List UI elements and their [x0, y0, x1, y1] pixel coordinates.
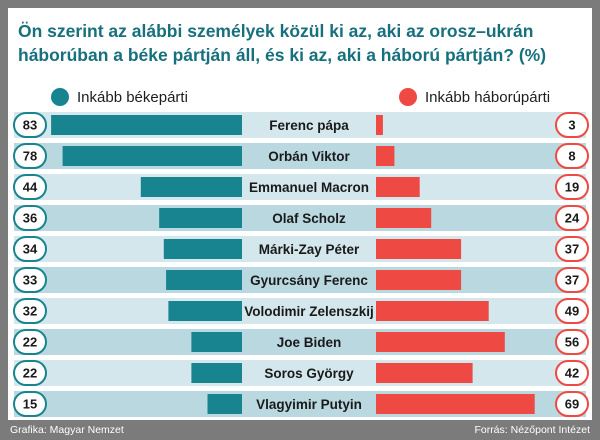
peace-bar: [191, 363, 242, 383]
war-value-pill: [555, 112, 589, 138]
peace-value-label: 78: [23, 149, 37, 164]
category-label: Emmanuel Macron: [249, 180, 369, 195]
peace-value-label: 83: [23, 118, 37, 133]
peace-value-pill: [13, 329, 47, 355]
war-bar: [376, 363, 473, 383]
legend-label-war: Inkább háborúpárti: [425, 89, 550, 106]
row-band: [14, 360, 586, 386]
peace-bar: [168, 301, 242, 321]
war-value-label: 37: [565, 273, 579, 288]
category-label: Olaf Scholz: [272, 211, 346, 226]
war-bar: [376, 332, 505, 352]
war-value-pill: [555, 391, 589, 417]
peace-bar: [62, 146, 242, 166]
legend-swatch-peace: [51, 88, 69, 106]
peace-value-pill: [13, 360, 47, 386]
category-label: Soros György: [264, 366, 354, 381]
row-band: [14, 236, 586, 262]
war-value-pill: [555, 174, 589, 200]
peace-value-label: 44: [23, 180, 38, 195]
row-band: [14, 298, 586, 324]
category-label: Vlagyimir Putyin: [256, 397, 362, 412]
peace-value-pill: [13, 267, 47, 293]
peace-value-pill: [13, 143, 47, 169]
category-label: Volodimir Zelenszkij: [244, 304, 374, 319]
chart-title-line-1: Ön szerint az alábbi személyek közül ki …: [18, 21, 533, 41]
war-value-pill: [555, 298, 589, 324]
war-value-label: 42: [565, 366, 579, 381]
peace-value-pill: [13, 298, 47, 324]
war-value-label: 8: [568, 149, 575, 164]
war-value-label: 37: [565, 242, 579, 257]
peace-bar: [207, 394, 242, 414]
war-value-pill: [555, 236, 589, 262]
war-value-pill: [555, 360, 589, 386]
war-value-label: 69: [565, 397, 579, 412]
war-bar: [376, 146, 395, 166]
war-value-pill: [555, 267, 589, 293]
war-value-label: 24: [565, 211, 580, 226]
row-band: [14, 267, 586, 293]
peace-value-label: 34: [23, 242, 38, 257]
war-bar: [376, 270, 462, 290]
war-value-pill: [555, 205, 589, 231]
chart-title-line-2: háborúban a béke pártján áll, és ki az, …: [18, 45, 546, 65]
war-bar: [376, 239, 462, 259]
war-bar: [376, 301, 489, 321]
peace-bar: [51, 115, 242, 135]
peace-value-label: 22: [23, 335, 37, 350]
footer-source: Forrás: Nézőpont Intézet: [474, 424, 590, 436]
row-band: [14, 174, 586, 200]
legend-swatch-war: [399, 88, 417, 106]
peace-value-label: 22: [23, 366, 37, 381]
peace-value-label: 36: [23, 211, 37, 226]
peace-value-pill: [13, 236, 47, 262]
category-label: Joe Biden: [277, 335, 342, 350]
peace-value-pill: [13, 112, 47, 138]
peace-bar: [191, 332, 242, 352]
category-label: Orbán Viktor: [268, 149, 350, 164]
war-value-pill: [555, 143, 589, 169]
row-band: [14, 205, 586, 231]
bar-rows: 83 3 Ferenc pápa 78 8 Orbán Viktor 44 19 Emmanue…: [13, 112, 589, 417]
legend-label-peace: Inkább békepárti: [77, 89, 188, 106]
peace-bar: [140, 177, 242, 197]
footer-credit: Grafika: Magyar Nemzet: [10, 424, 124, 436]
peace-bar: [163, 239, 242, 259]
category-label: Ferenc pápa: [269, 118, 349, 133]
peace-value-label: 32: [23, 304, 37, 319]
peace-value-label: 15: [23, 397, 37, 412]
war-value-label: 3: [568, 118, 575, 133]
peace-value-pill: [13, 174, 47, 200]
category-label: Gyurcsány Ferenc: [250, 273, 368, 288]
war-value-pill: [555, 329, 589, 355]
war-value-label: 56: [565, 335, 579, 350]
peace-bar: [159, 208, 242, 228]
war-bar: [376, 208, 432, 228]
war-bar: [376, 177, 420, 197]
peace-bar: [166, 270, 242, 290]
war-value-label: 19: [565, 180, 579, 195]
peace-value-pill: [13, 205, 47, 231]
war-bar: [376, 394, 535, 414]
war-value-label: 49: [565, 304, 579, 319]
war-bar: [376, 115, 383, 135]
peace-value-label: 33: [23, 273, 37, 288]
peace-value-pill: [13, 391, 47, 417]
category-label: Márki-Zay Péter: [259, 242, 360, 257]
